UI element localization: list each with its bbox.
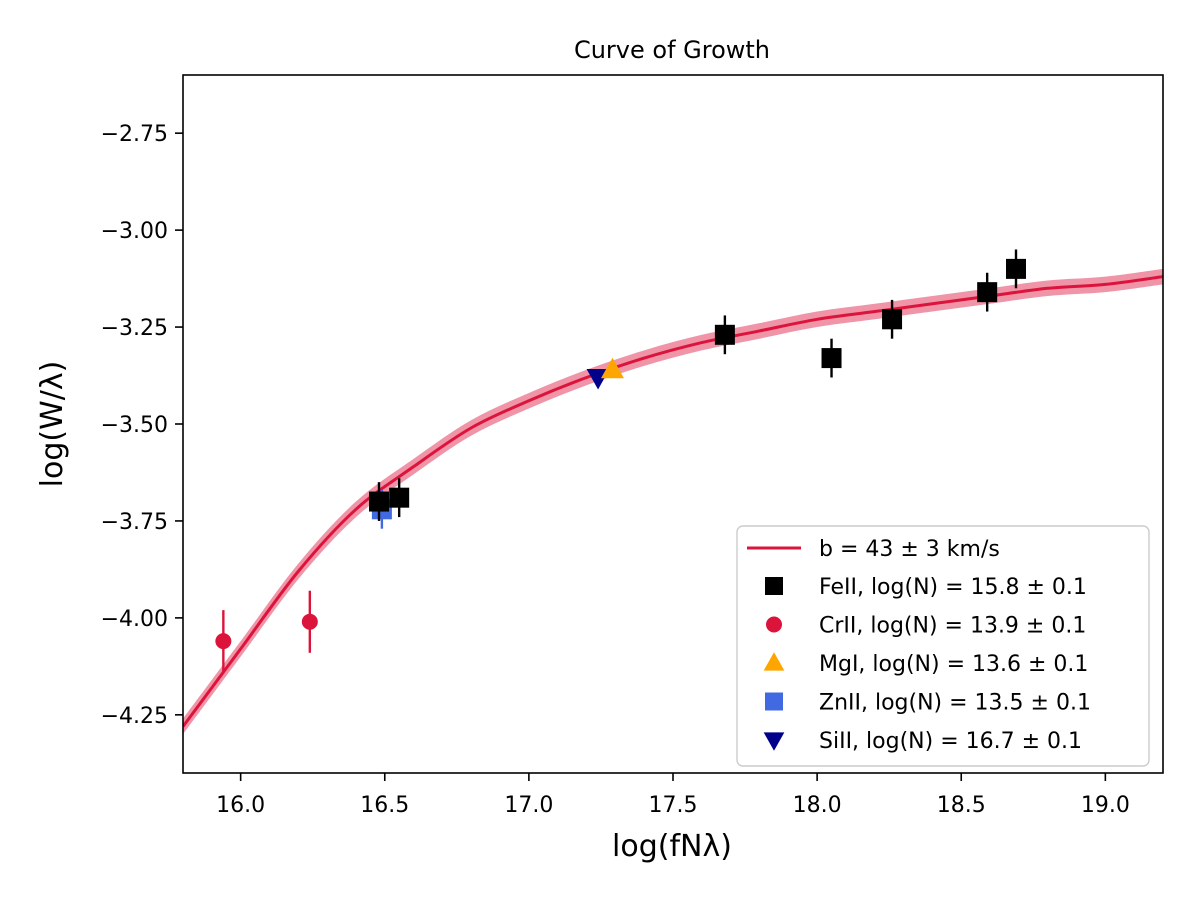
y-tick-label: −3.00: [101, 219, 168, 244]
legend: b = 43 ± 3 km/s FeII, log(N) = 15.8 ± 0.…: [736, 525, 1150, 767]
data-points-layer: [215, 249, 1026, 673]
y-tick-label: −4.00: [101, 607, 168, 632]
y-tick-label: −3.75: [101, 510, 168, 535]
y-tick-label: −3.50: [101, 413, 168, 438]
data-point: [369, 491, 389, 512]
legend-marker: [765, 577, 783, 595]
legend-marker: [766, 616, 782, 633]
y-tick-label: −3.25: [101, 316, 168, 341]
legend-label: CrII, log(N) = 13.9 ± 0.1: [819, 614, 1086, 639]
legend-fit-label: b = 43 ± 3 km/s: [819, 537, 1000, 562]
data-point: [977, 282, 998, 303]
y-axis-ticks: −2.75 −3.00 −3.25 −3.50 −3.75 −4.00 −4.25: [101, 122, 183, 729]
legend-label: MgI, log(N) = 13.6 ± 0.1: [819, 652, 1088, 677]
legend-label: SiII, log(N) = 16.7 ± 0.1: [819, 729, 1082, 754]
y-axis-label: log(W/λ): [35, 361, 70, 488]
legend-marker: [763, 732, 785, 751]
x-tick-label: 18.5: [937, 793, 986, 818]
data-point: [821, 348, 842, 369]
x-tick-label: 16.5: [360, 793, 409, 818]
data-point: [882, 309, 903, 330]
legend-marker: [763, 652, 785, 671]
plot-area: [183, 249, 1163, 735]
legend-box: [736, 525, 1150, 767]
x-tick-label: 16.0: [216, 793, 265, 818]
data-point: [215, 633, 232, 650]
x-axis-ticks: 16.0 16.5 17.0 17.5 18.0 18.5 19.0: [216, 773, 1130, 818]
x-tick-label: 17.0: [504, 793, 553, 818]
chart-title: Curve of Growth: [574, 36, 770, 64]
x-tick-label: 19.0: [1081, 793, 1130, 818]
legend-marker: [765, 692, 783, 711]
y-tick-label: −2.75: [101, 122, 168, 147]
data-point: [714, 324, 735, 345]
y-tick-label: −4.25: [101, 704, 168, 729]
x-axis-label: log(fNλ): [612, 829, 732, 864]
x-tick-label: 17.5: [649, 793, 698, 818]
data-point: [301, 613, 318, 630]
data-point: [1006, 258, 1026, 279]
data-point: [389, 487, 410, 508]
x-tick-label: 18.0: [793, 793, 842, 818]
legend-items: FeII, log(N) = 15.8 ± 0.1 CrII, log(N) = …: [763, 575, 1091, 754]
legend-label: ZnII, log(N) = 13.5 ± 0.1: [819, 691, 1091, 716]
data-point: [600, 357, 624, 379]
legend-label: FeII, log(N) = 15.8 ± 0.1: [819, 575, 1087, 600]
